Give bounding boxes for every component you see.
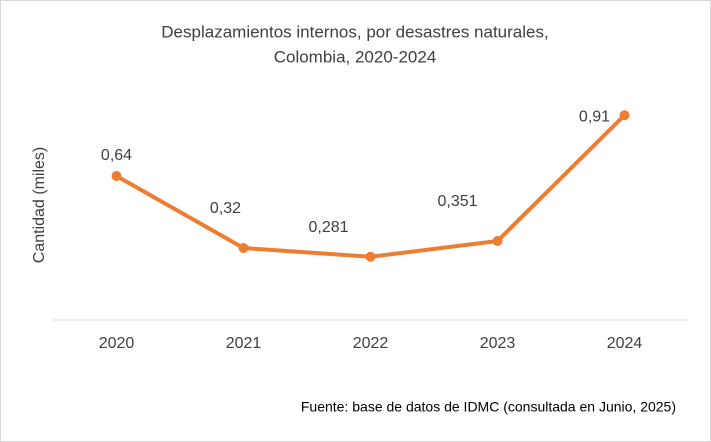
data-label: 0,64 — [101, 147, 132, 164]
point — [365, 251, 376, 262]
chart-title: Desplazamientos internos, por desastres … — [161, 22, 548, 41]
point — [619, 110, 630, 121]
data-label: 0,281 — [308, 219, 348, 236]
chart-title: Colombia, 2020-2024 — [274, 47, 437, 66]
data-label: 0,351 — [437, 193, 477, 210]
x-tick-label: 2023 — [480, 335, 516, 352]
x-tick-label: 2021 — [226, 335, 262, 352]
source-note: Fuente: base de datos de IDMC (consultad… — [301, 399, 676, 415]
y-axis-label: Cantidad (miles) — [31, 147, 48, 263]
point — [492, 236, 503, 247]
data-label: 0,32 — [210, 200, 241, 217]
x-tick-label: 2020 — [99, 335, 135, 352]
data-label: 0,91 — [579, 108, 610, 125]
point — [238, 243, 249, 253]
point — [111, 171, 122, 181]
x-tick-label: 2022 — [353, 335, 389, 352]
x-tick-label: 2024 — [607, 335, 643, 352]
